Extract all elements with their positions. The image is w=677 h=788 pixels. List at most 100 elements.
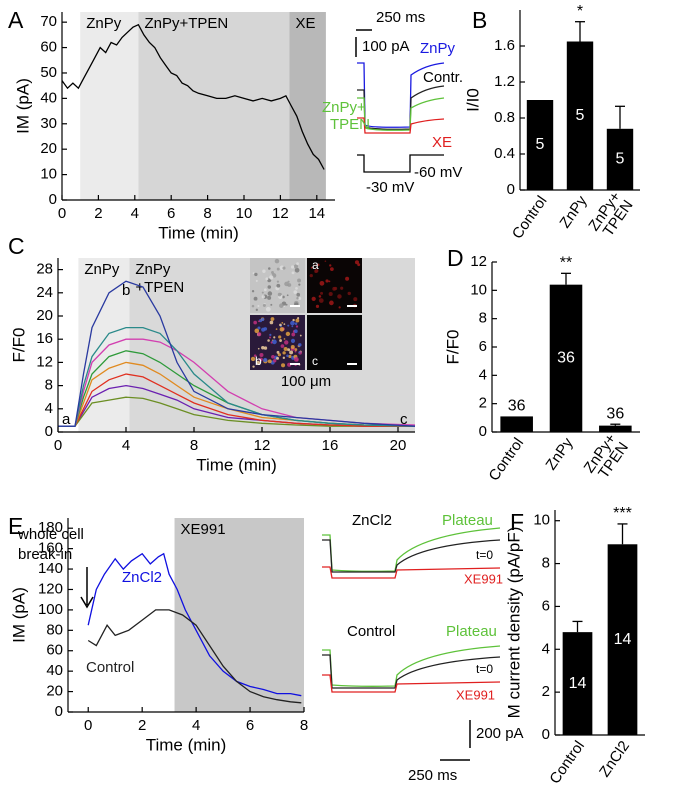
y-tick-label: 8: [542, 555, 550, 572]
bar: [607, 544, 638, 735]
cell-dot: [255, 279, 258, 282]
x-axis-label: Time (min): [146, 735, 227, 754]
cell-dot: [330, 267, 334, 271]
cell-dot: [319, 280, 325, 286]
x-tick-label: 20: [390, 437, 407, 454]
cell-dot: [283, 305, 286, 308]
cell-dot: [290, 320, 295, 326]
x-axis-label: Time (min): [158, 223, 239, 242]
x-tick-label: 0: [58, 205, 66, 222]
region-label: XE991: [181, 521, 226, 538]
cell-dot: [282, 351, 286, 355]
trace: [58, 373, 415, 427]
cell-dot: [279, 339, 282, 342]
voltage-protocol: [357, 154, 444, 173]
cell-dot: [251, 304, 255, 308]
cell-dot: [333, 286, 338, 291]
cell-dot: [259, 353, 264, 358]
cell-dot: [257, 332, 262, 337]
cell-dot: [294, 322, 298, 325]
cell-dot: [282, 266, 286, 270]
cell-dot: [263, 288, 267, 292]
cell-dot: [325, 279, 329, 283]
inset-trace: [322, 645, 501, 687]
cell-dot: [269, 336, 272, 339]
x-tick-label: ZnCl2: [596, 738, 633, 781]
bar: [606, 128, 634, 190]
inset-trace: [322, 539, 501, 573]
n-label: 5: [616, 151, 625, 168]
cell-dot: [282, 356, 286, 360]
arrow: [80, 567, 94, 609]
significance: ***: [613, 505, 632, 522]
cell-dot: [328, 280, 331, 283]
n-label: 36: [508, 398, 526, 415]
cell-dot: [281, 322, 284, 324]
cell-dot: [257, 305, 260, 308]
x-tick-label: 4: [131, 205, 139, 222]
cell-dot: [298, 283, 301, 286]
cell-dot: [338, 306, 341, 309]
cell-dot: [282, 295, 285, 299]
cell-dot: [291, 271, 295, 275]
y-tick-label: 6: [542, 597, 550, 614]
region: [289, 12, 326, 200]
cell-dot: [274, 258, 280, 264]
cell-dot: [297, 317, 300, 320]
cell-dot: [314, 264, 317, 266]
y-tick-label: 0.8: [494, 109, 515, 126]
y-tick-label: 12: [36, 353, 53, 370]
cell-dot: [269, 275, 274, 280]
cell-dot: [267, 295, 272, 300]
cell-dot: [285, 303, 288, 306]
cell-dot: [261, 295, 265, 299]
cell-dot: [295, 325, 299, 328]
region-label: +TPEN: [135, 279, 184, 296]
bar: [500, 416, 533, 432]
inset-a: 250 ms 100 pA ZnPy Contr. ZnPy+ TPEN XE …: [322, 9, 463, 196]
trace-label: b: [122, 282, 130, 299]
x-tick-label: 8: [190, 437, 198, 454]
cell-dot: [290, 344, 295, 349]
cell-dot: [267, 291, 273, 296]
bar: [526, 100, 554, 190]
x-tick-label: 4: [192, 717, 200, 734]
cell-dot: [280, 344, 285, 348]
inset-label: Plateau: [442, 512, 493, 529]
cell-dot: [276, 283, 281, 288]
panel-label: B: [472, 7, 487, 33]
inset-label: t=0: [476, 548, 493, 562]
y-tick-label: 40: [46, 662, 63, 679]
cell-dot: [296, 292, 301, 297]
x-tick-label: 12: [272, 205, 289, 222]
cell-dot: [271, 354, 275, 359]
cell-dot: [286, 354, 289, 358]
x-tick-label: 6: [246, 717, 254, 734]
trace-label: a: [62, 411, 71, 428]
y-tick-label: 28: [36, 261, 53, 278]
voltage-label: -30 mV: [366, 179, 414, 196]
scale-label: 250 ms: [408, 767, 457, 784]
cell-dot: [293, 357, 299, 362]
cell-dot: [252, 365, 255, 368]
bar: [599, 425, 632, 432]
cell-dot: [296, 297, 299, 300]
cell-dot: [284, 281, 289, 287]
cell-dot: [253, 296, 258, 301]
cell-dot: [309, 273, 313, 278]
y-tick-label: 180: [38, 519, 63, 536]
y-axis-label: IM (pA): [13, 78, 32, 134]
annotation: whole cell: [17, 526, 84, 543]
trace: [58, 280, 416, 427]
cell-dot: [283, 323, 286, 326]
n-label: 14: [614, 631, 632, 648]
trace-label: Contr.: [423, 69, 463, 86]
trace-label: c: [400, 411, 408, 428]
cell-dot: [353, 297, 358, 302]
cell-dot: [293, 290, 298, 294]
y-tick-label: 0: [542, 726, 550, 743]
cell-dot: [270, 303, 273, 306]
cell-dot: [311, 296, 316, 301]
inset-label: Plateau: [446, 623, 497, 640]
cell-dot: [296, 262, 299, 266]
